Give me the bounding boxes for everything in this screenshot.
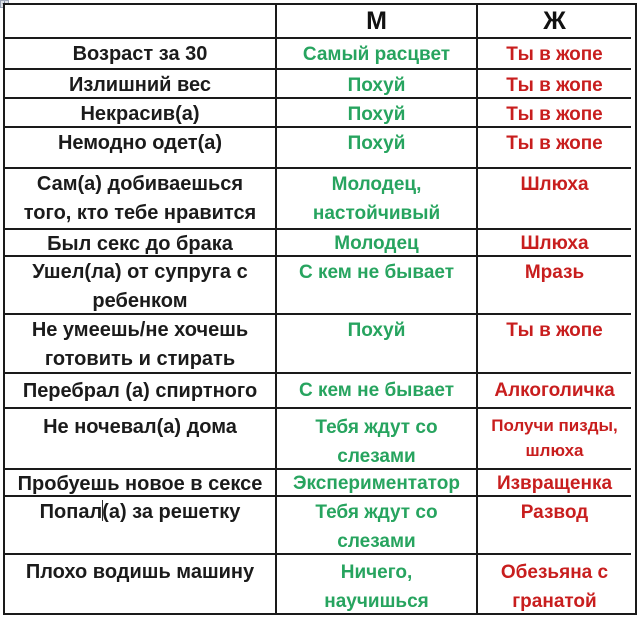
table-row: Плохо водишь машину Ничего, научишься Об… — [5, 555, 631, 613]
table-row: Немодно одет(а) Похуй Ты в жопе — [5, 128, 631, 169]
cell-male-response: Похуй — [277, 99, 478, 128]
cell-male-response: Похуй — [277, 128, 478, 169]
cell-male-response: Самый расцвет — [277, 39, 478, 70]
cell-criterion: Излишний вес — [5, 70, 277, 99]
cell-criterion: Сам(а) добиваешься того, кто тебе нравит… — [5, 169, 277, 230]
table-row: Не умеешь/не хочешь готовить и стирать П… — [5, 315, 631, 374]
table-row: Пробуешь новое в сексе Экспериментатор И… — [5, 470, 631, 497]
header-cell-criterion — [5, 5, 277, 39]
table-row: Излишний вес Похуй Ты в жопе — [5, 70, 631, 99]
table-row: Некрасив(а) Похуй Ты в жопе — [5, 99, 631, 128]
table-row: Перебрал (а) спиртного С кем не бывает А… — [5, 374, 631, 409]
cell-criterion: Некрасив(а) — [5, 99, 277, 128]
cell-male-response: Тебя ждут со слезами — [277, 497, 478, 555]
cell-female-response: Ты в жопе — [478, 70, 631, 99]
text-cursor-artifact — [102, 500, 103, 521]
cell-female-response: Ты в жопе — [478, 315, 631, 374]
cell-male-response: Ничего, научишься — [277, 555, 478, 613]
cell-criterion: Попал(а) за решетку — [5, 497, 277, 555]
header-cell-male: М — [277, 5, 478, 39]
cell-criterion-label: Попал(а) за решетку — [39, 501, 241, 523]
table-header-row: М Ж — [5, 5, 631, 39]
cell-criterion: Был секс до брака — [5, 230, 277, 257]
cell-criterion: Ушел(ла) от супруга с ребенком — [5, 257, 277, 315]
cell-female-response: Алкоголичка — [478, 374, 631, 409]
cell-male-response: С кем не бывает — [277, 257, 478, 315]
cell-female-response: Извращенка — [478, 470, 631, 497]
cell-male-response: С кем не бывает — [277, 374, 478, 409]
cell-male-response: Экспериментатор — [277, 470, 478, 497]
table-row: Возраст за 30 Самый расцвет Ты в жопе — [5, 39, 631, 70]
cell-female-response: Шлюха — [478, 230, 631, 257]
cell-male-response: Похуй — [277, 70, 478, 99]
cell-male-response: Тебя ждут со слезами — [277, 409, 478, 470]
cell-female-response: Обезьяна с гранатой — [500, 562, 609, 612]
cell-female-response: Шлюха — [478, 169, 631, 230]
cell-female-response: Получи пизды, шлюха — [478, 409, 631, 470]
table-row: Ушел(ла) от супруга с ребенком С кем не … — [5, 257, 631, 315]
cell-criterion: Не умеешь/не хочешь готовить и стирать — [5, 315, 277, 374]
table-row: Сам(а) добиваешься того, кто тебе нравит… — [5, 169, 631, 230]
cell-female-response: Мразь — [478, 257, 631, 315]
cell-male-response: Молодец, настойчивый — [277, 169, 478, 230]
comparison-table: М Ж Возраст за 30 Самый расцвет Ты в жоп… — [3, 3, 637, 615]
cell-criterion: Пробуешь новое в сексе — [5, 470, 277, 497]
cell-criterion: Не ночевал(а) дома — [5, 409, 277, 470]
cell-criterion: Перебрал (а) спиртного — [5, 374, 277, 409]
cell-female-response: Ты в жопе — [478, 128, 631, 169]
cell-criterion: Возраст за 30 — [5, 39, 277, 70]
header-cell-female: Ж — [478, 5, 631, 39]
cell-female-response: Ты в жопе — [478, 99, 631, 128]
cell-male-response: Молодец — [277, 230, 478, 257]
cell-criterion: Немодно одет(а) — [5, 128, 277, 169]
cell-female-response: Развод — [478, 497, 631, 555]
cell-male-response: Похуй — [277, 315, 478, 374]
cell-female-response: Ты в жопе — [478, 39, 631, 70]
table-row: Не ночевал(а) дома Тебя ждут со слезами … — [5, 409, 631, 470]
table-row: Попал(а) за решетку Тебя ждут со слезами… — [5, 497, 631, 555]
table-row: Был секс до брака Молодец Шлюха — [5, 230, 631, 257]
cell-criterion: Плохо водишь машину — [5, 555, 277, 613]
